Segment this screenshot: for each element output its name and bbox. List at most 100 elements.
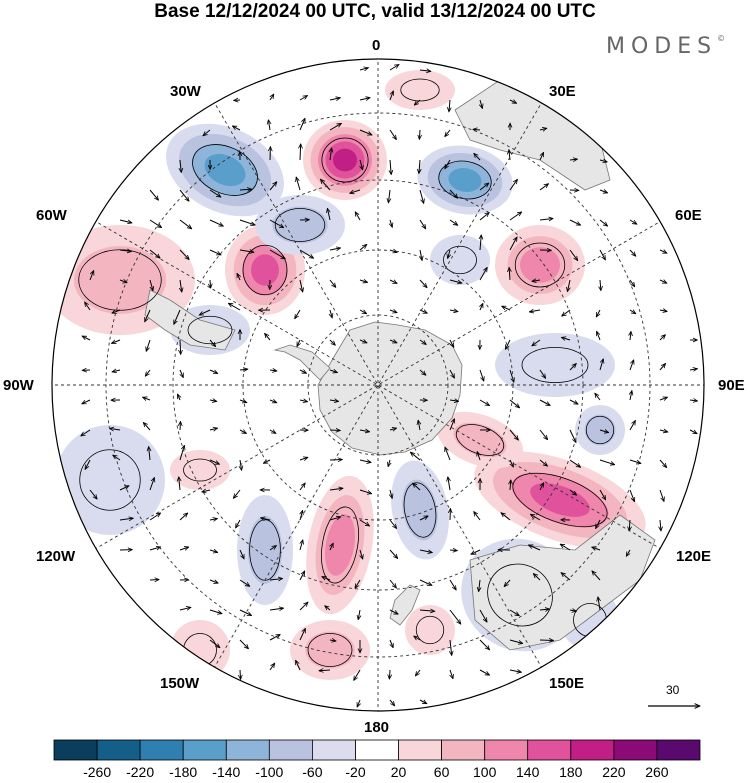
wind-vector <box>320 179 331 191</box>
wind-vector <box>327 208 330 221</box>
wind-vector <box>419 70 431 71</box>
wind-vector <box>629 279 635 287</box>
wind-vector <box>539 429 548 440</box>
wind-vector <box>209 369 218 374</box>
wind-vector <box>659 430 668 432</box>
negative-anomaly-patch <box>247 516 283 584</box>
wind-vector <box>599 359 603 371</box>
contour-line <box>512 472 608 528</box>
land-masses <box>144 79 656 651</box>
contour-line <box>585 415 615 445</box>
wind-vector <box>325 606 331 611</box>
wind-vector <box>449 339 454 347</box>
wind-vector <box>529 544 541 551</box>
contour-line <box>521 346 589 383</box>
wind-vector <box>479 399 490 406</box>
wind-vector <box>630 391 632 401</box>
wind-vector <box>149 189 159 200</box>
wind-vector <box>502 305 511 311</box>
positive-anomaly-patch <box>520 247 560 283</box>
wind-vector <box>239 219 255 225</box>
negative-anomaly-patch <box>448 167 482 193</box>
wind-vector <box>269 400 277 403</box>
colorbar-swatch <box>484 739 529 761</box>
wind-vector <box>533 574 541 581</box>
wind-vector <box>180 421 181 431</box>
wind-vector <box>419 189 424 203</box>
negative-anomaly-patch <box>495 333 615 397</box>
wind-vector <box>209 580 218 583</box>
wind-vector <box>445 129 451 137</box>
wind-vector <box>112 339 121 343</box>
lon-label-60w: 60W <box>36 207 67 224</box>
south-america-landmass <box>144 289 236 351</box>
wind-vector <box>269 249 285 259</box>
lon-label-90w: 90W <box>3 377 34 394</box>
wind-vector <box>539 184 549 191</box>
wind-vector <box>261 518 271 520</box>
wind-vector <box>561 337 571 340</box>
contour-line <box>487 563 553 627</box>
wind-vector <box>269 635 280 641</box>
brand-name: MODES <box>606 34 718 59</box>
lon-label-150e: 150E <box>549 675 585 692</box>
wind-vector <box>299 400 308 402</box>
wind-vector <box>329 98 340 100</box>
contour-line <box>438 160 492 200</box>
wind-vector <box>359 519 370 526</box>
wind-vector <box>509 212 522 221</box>
wind-vector <box>599 160 607 162</box>
wind-vector <box>532 339 541 346</box>
colorbar-tick-label: 140 <box>516 764 540 780</box>
colorbar-tick-label: -140 <box>212 764 241 780</box>
wind-vector <box>329 123 341 131</box>
wind-vector <box>359 129 372 135</box>
wind-vector <box>209 459 220 465</box>
wind-vector <box>629 219 637 224</box>
wind-vector <box>509 237 517 251</box>
contour-line <box>400 78 440 102</box>
wind-vector <box>357 699 360 707</box>
wind-vector <box>149 580 159 581</box>
wind-vector <box>449 609 461 624</box>
wind-vector <box>179 607 191 610</box>
wind-vector <box>539 128 547 130</box>
colorbar-tick-label: -180 <box>169 764 198 780</box>
wind-vector <box>659 364 666 371</box>
wind-vector <box>296 339 300 347</box>
wind-vector <box>449 550 457 551</box>
wind-vector <box>179 219 192 229</box>
wind-vector <box>299 370 307 373</box>
wind-vector <box>390 219 392 227</box>
colorbar-swatch <box>53 739 98 761</box>
wind-vector <box>445 447 451 461</box>
wind-vector <box>389 669 390 679</box>
wind-vector <box>479 183 489 191</box>
wind-vector <box>388 459 390 467</box>
wind-vector <box>509 267 510 281</box>
wind-vector <box>389 609 398 614</box>
wind-vector <box>560 544 571 551</box>
wind-vector <box>504 339 511 349</box>
wind-vector <box>539 459 548 466</box>
wind-vector <box>630 331 631 341</box>
wind-vector <box>419 579 432 586</box>
wind-vector <box>299 96 308 101</box>
wind-vector <box>599 489 606 500</box>
wind-vector <box>119 219 132 223</box>
wind-vector <box>270 94 274 101</box>
wind-vector <box>173 309 181 324</box>
negative-anomaly-patch <box>402 479 438 541</box>
wind-vector <box>599 249 605 260</box>
wind-vector <box>480 303 484 311</box>
colorbar-swatch <box>96 739 141 761</box>
wind-vector <box>209 609 222 614</box>
wind-vector <box>509 179 517 191</box>
lon-label-60e: 60E <box>675 207 702 224</box>
map-title: Base 12/12/2024 00 UTC, valid 13/12/2024… <box>154 1 596 22</box>
wind-vector <box>390 639 393 648</box>
positive-anomaly-patch <box>251 254 279 286</box>
wind-vector <box>359 430 370 432</box>
wind-vector <box>149 478 154 491</box>
wind-vector <box>85 302 91 311</box>
